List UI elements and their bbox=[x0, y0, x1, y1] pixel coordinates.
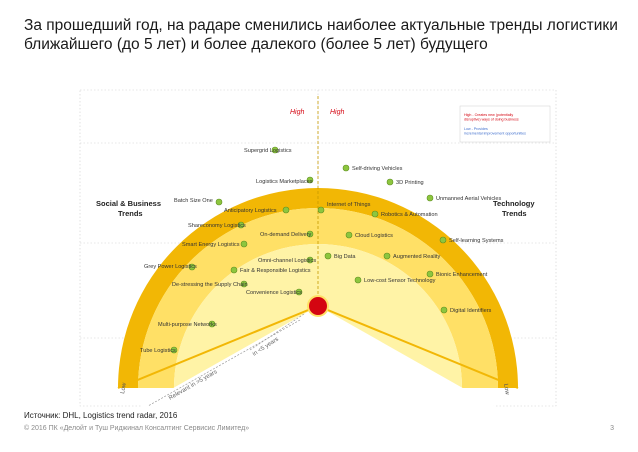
middle-ring bbox=[138, 208, 498, 388]
trend-label: Anticipatory Logistics bbox=[224, 208, 277, 214]
trend-label: Grey Power Logistics bbox=[144, 264, 197, 270]
trend-markers bbox=[170, 146, 448, 354]
trend-marker bbox=[342, 164, 350, 172]
trend-marker bbox=[240, 240, 248, 248]
impact-high-right: High bbox=[330, 109, 345, 116]
trend-marker bbox=[188, 263, 196, 271]
trend-marker bbox=[306, 256, 314, 264]
trend-marker bbox=[383, 252, 391, 260]
trend-marker bbox=[324, 252, 332, 260]
horizon-wedge bbox=[138, 306, 498, 408]
trend-label: On-demand Delivery bbox=[260, 232, 312, 238]
trend-label: Tube Logistics bbox=[140, 348, 176, 354]
source-note: Источник: DHL, Logistics trend radar, 20… bbox=[24, 411, 178, 420]
legend-low: Low - Provides incremental improvement o… bbox=[464, 127, 526, 136]
trend-label: Cloud Logistics bbox=[355, 233, 393, 239]
trend-label: Shareconomy Logistics bbox=[188, 223, 246, 229]
trend-label: Bionic Enhancement bbox=[436, 272, 488, 278]
trend-label: 3D Printing bbox=[396, 180, 424, 186]
trend-label: Internet of Things bbox=[327, 202, 371, 208]
trend-labels: Supergrid Logistics Batch Size One Share… bbox=[140, 148, 504, 354]
trend-label: Self-driving Vehicles bbox=[352, 166, 403, 172]
trend-label: Supergrid Logistics bbox=[244, 148, 292, 154]
impact-low-left: Low bbox=[120, 382, 128, 395]
trend-marker bbox=[282, 206, 290, 214]
trend-marker bbox=[440, 306, 448, 314]
trend-marker bbox=[230, 266, 238, 274]
trend-label: Logistics Marketplaces bbox=[256, 179, 313, 185]
trend-marker bbox=[345, 231, 353, 239]
trend-marker bbox=[306, 176, 314, 184]
horizon-arrows bbox=[147, 313, 305, 407]
trend-marker bbox=[386, 178, 394, 186]
trend-marker bbox=[439, 236, 447, 244]
impact-legend: High - Creates new (potentially disrupti… bbox=[459, 105, 551, 143]
impact-low-right: Low bbox=[502, 383, 510, 396]
legend-high: High - Creates new (potentially disrupti… bbox=[464, 113, 519, 122]
trend-label: Convenience Logistics bbox=[246, 290, 302, 296]
trend-label: Smart Energy Logistics bbox=[182, 242, 240, 248]
trend-label: Batch Size One bbox=[174, 198, 213, 204]
section-social-business: Social & Business Trends bbox=[96, 199, 163, 218]
trend-marker bbox=[237, 221, 245, 229]
impact-high-left: High bbox=[290, 109, 305, 116]
trend-label: Augmented Reality bbox=[393, 254, 440, 260]
trend-label: De-stressing the Supply Chain bbox=[172, 282, 248, 288]
trend-marker bbox=[371, 210, 379, 218]
trend-marker bbox=[426, 270, 434, 278]
trend-label: Robotics & Automation bbox=[381, 212, 438, 218]
trend-label: Unmanned Aerial Vehicles bbox=[436, 196, 502, 202]
trend-label: Self-learning Systems bbox=[449, 238, 504, 244]
page-number: 3 bbox=[610, 425, 614, 432]
trend-marker bbox=[215, 198, 223, 206]
trend-label: Omni-channel Logistics bbox=[258, 258, 316, 264]
trend-marker bbox=[317, 206, 325, 214]
trend-radar: High High Low Low Social & Business Tren… bbox=[79, 89, 557, 408]
trend-marker bbox=[354, 276, 362, 284]
horizon-wedge-edge bbox=[117, 305, 519, 389]
slide-title: За прошедший год, на радаре сменились на… bbox=[24, 17, 618, 53]
trend-marker bbox=[170, 346, 178, 354]
trend-label: Fair & Responsible Logistics bbox=[240, 268, 311, 274]
section-technology: Technology Trends bbox=[493, 199, 537, 218]
copyright-note: © 2016 ПК «Делойт и Туш Риджинал Консалт… bbox=[24, 425, 250, 432]
trend-marker bbox=[306, 230, 314, 238]
trend-marker bbox=[426, 194, 434, 202]
trend-label: Digital Identifiers bbox=[450, 308, 492, 314]
trend-label: Low-cost Sensor Technology bbox=[364, 278, 436, 284]
trend-marker bbox=[240, 280, 248, 288]
outer-ring bbox=[118, 188, 518, 388]
trend-label: Multi-purpose Networks bbox=[158, 322, 217, 328]
trend-marker bbox=[295, 288, 303, 296]
trend-label: Big Data bbox=[334, 254, 356, 260]
trend-marker bbox=[208, 320, 216, 328]
trend-marker bbox=[271, 146, 279, 154]
radar-core bbox=[307, 295, 329, 317]
